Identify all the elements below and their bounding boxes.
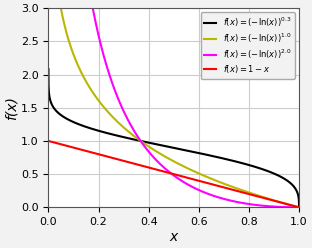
X-axis label: x: x [170,230,178,244]
Y-axis label: f(x): f(x) [4,96,18,120]
Legend: $f(x) = (-\ln(x))^{0.3}$, $f(x) = (-\ln(x))^{1.0}$, $f(x) = (-\ln(x))^{2.0}$, $f: $f(x) = (-\ln(x))^{0.3}$, $f(x) = (-\ln(… [201,12,295,79]
